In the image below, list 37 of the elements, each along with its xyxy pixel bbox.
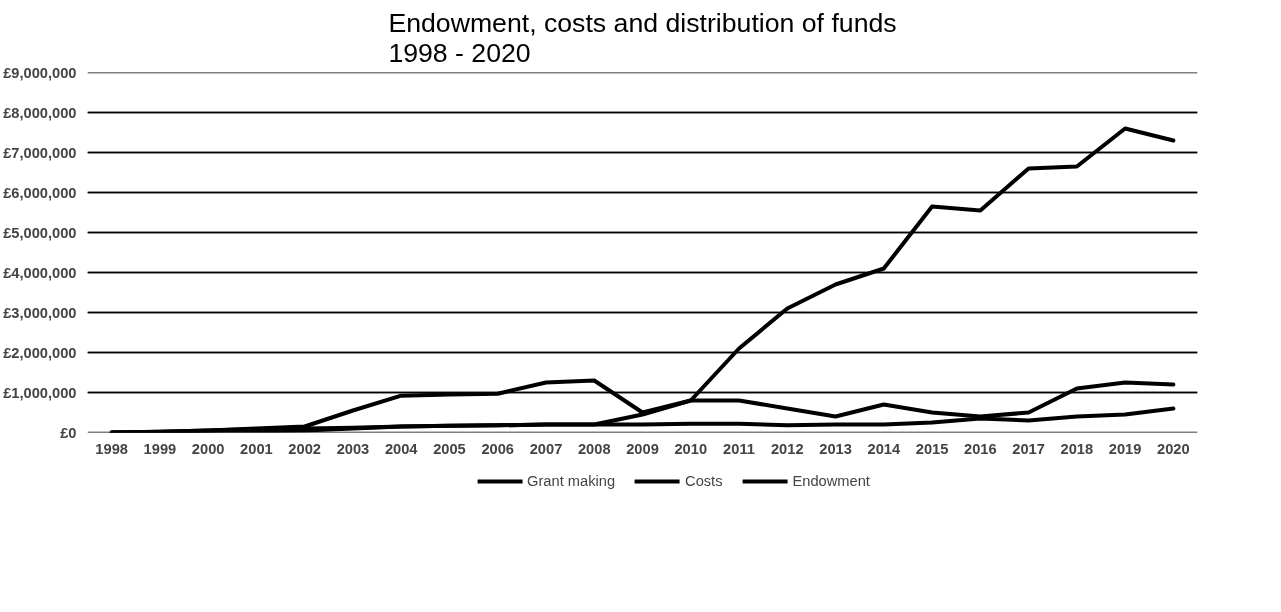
y-tick-label: £9,000,000 <box>3 64 77 81</box>
y-tick-label: £7,000,000 <box>3 144 77 161</box>
x-tick-label: 1999 <box>143 440 177 457</box>
x-tick-label: 2012 <box>770 440 804 457</box>
x-tick-label: 2003 <box>336 440 370 457</box>
x-tick-label: 2015 <box>915 440 949 457</box>
x-tick-label: 2010 <box>674 440 708 457</box>
y-tick-label: £8,000,000 <box>3 104 77 121</box>
x-tick-label: 1998 <box>95 440 128 457</box>
x-tick-label: 2006 <box>481 440 515 457</box>
legend-label: Costs <box>685 473 723 489</box>
y-tick-label: £2,000,000 <box>3 344 77 361</box>
x-tick-label: 2016 <box>964 440 997 457</box>
chart-title: Endowment, costs and distribution of funds 1998 - 2020 <box>388 7 897 68</box>
x-tick-label: 2017 <box>1012 440 1045 457</box>
x-tick-label: 2000 <box>191 440 225 457</box>
x-tick-label: 2008 <box>577 440 611 457</box>
legend-label: Endowment <box>792 473 870 489</box>
legend-label: Grant making <box>527 473 616 489</box>
x-tick-label: 2019 <box>1108 440 1142 457</box>
x-tick-label: 2007 <box>529 440 563 457</box>
x-tick-label: 2011 <box>723 440 755 457</box>
x-tick-label: 2005 <box>433 440 466 457</box>
x-tick-label: 2004 <box>384 440 419 457</box>
y-tick-label: £5,000,000 <box>3 224 77 241</box>
x-tick-label: 2001 <box>240 440 273 457</box>
x-tick-label: 2018 <box>1060 440 1094 457</box>
x-tick-label: 2020 <box>1157 440 1190 457</box>
y-tick-label: £1,000,000 <box>3 384 77 401</box>
x-tick-label: 2002 <box>288 440 321 457</box>
y-tick-label: £4,000,000 <box>3 264 77 281</box>
x-tick-label: 2013 <box>819 440 852 457</box>
y-tick-label: £3,000,000 <box>3 304 77 321</box>
y-tick-label: £6,000,000 <box>3 184 77 201</box>
y-tick-label: £0 <box>60 424 77 441</box>
x-tick-label: 2009 <box>626 440 659 457</box>
x-tick-label: 2014 <box>867 440 901 457</box>
